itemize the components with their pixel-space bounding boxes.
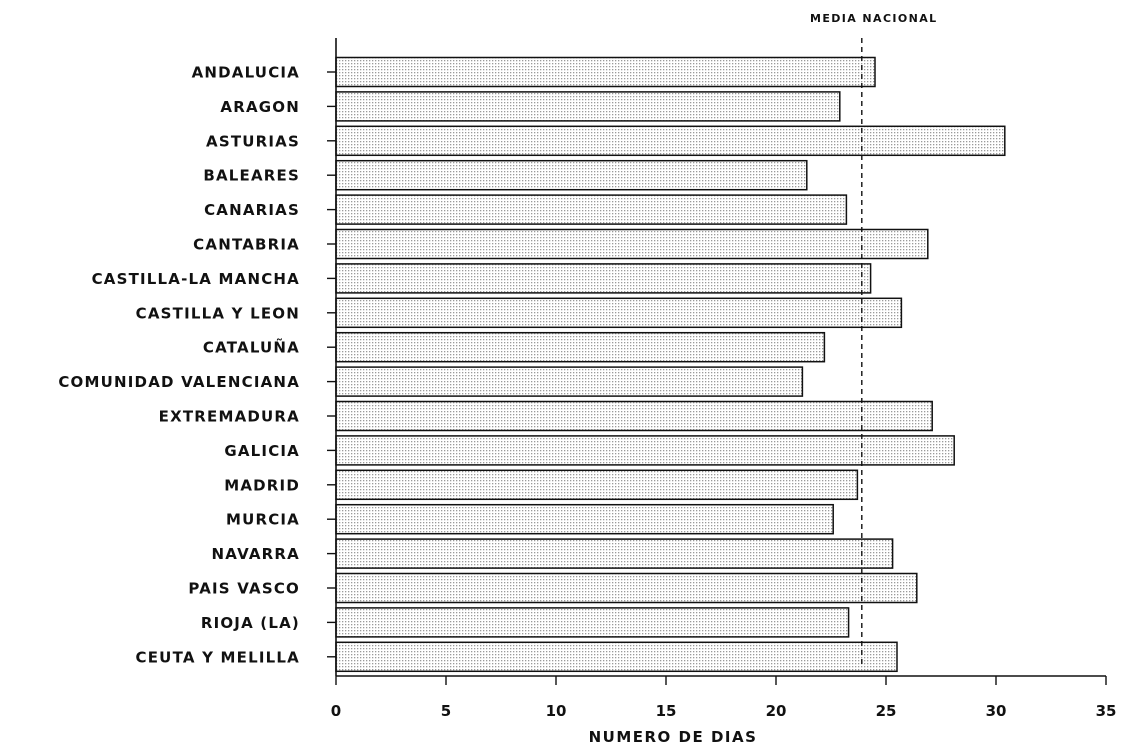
bar-6 <box>335 263 872 294</box>
category-label: CEUTA Y MELILLA <box>136 648 300 666</box>
x-tick-label: 10 <box>546 702 567 720</box>
category-label: MADRID <box>224 476 300 494</box>
bar-0 <box>335 56 876 88</box>
bar-11 <box>335 435 955 466</box>
category-label: CASTILLA-LA MANCHA <box>92 270 300 288</box>
category-label: GALICIA <box>224 442 300 460</box>
category-label: MURCIA <box>226 511 300 529</box>
category-label: COMUNIDAD VALENCIANA <box>58 373 300 391</box>
category-label: BALEARES <box>203 167 300 185</box>
x-axis-title: NUMERO DE DIAS <box>589 728 758 746</box>
category-label: PAIS VASCO <box>188 580 300 598</box>
bar-2 <box>335 125 1006 157</box>
bar-13 <box>335 503 834 535</box>
bar-15 <box>335 572 918 604</box>
category-label: RIOJA (LA) <box>201 614 300 632</box>
bar-16 <box>335 607 850 638</box>
bar-5 <box>335 228 929 260</box>
x-tick-label: 0 <box>331 702 341 720</box>
x-tick-label: 30 <box>986 702 1007 720</box>
bar-4 <box>335 194 848 225</box>
x-tick-label: 5 <box>441 702 451 720</box>
x-tick-label: 25 <box>876 702 897 720</box>
x-tick-label: 15 <box>656 702 677 720</box>
bar-7 <box>335 297 903 329</box>
bar-1 <box>335 91 841 122</box>
media-nacional-label: MEDIA NACIONAL <box>810 12 938 25</box>
bar-10 <box>335 400 933 432</box>
bar-17 <box>335 641 898 673</box>
x-tick-label: 20 <box>766 702 787 720</box>
bar-14 <box>335 538 894 569</box>
bar-12 <box>335 469 859 501</box>
category-label: ARAGON <box>220 98 300 116</box>
x-tick-label: 35 <box>1096 702 1117 720</box>
bar-9 <box>335 366 804 397</box>
category-label: ASTURIAS <box>206 132 300 150</box>
category-label: CASTILLA Y LEON <box>136 304 300 322</box>
category-label: CANTABRIA <box>193 236 300 254</box>
bar-3 <box>335 159 808 191</box>
category-label: ANDALUCIA <box>192 64 300 82</box>
category-label: EXTREMADURA <box>159 408 300 426</box>
bar-8 <box>335 331 826 363</box>
category-label: CANARIAS <box>204 201 300 219</box>
category-label: NAVARRA <box>212 545 300 563</box>
category-label: CATALUÑA <box>203 338 300 357</box>
